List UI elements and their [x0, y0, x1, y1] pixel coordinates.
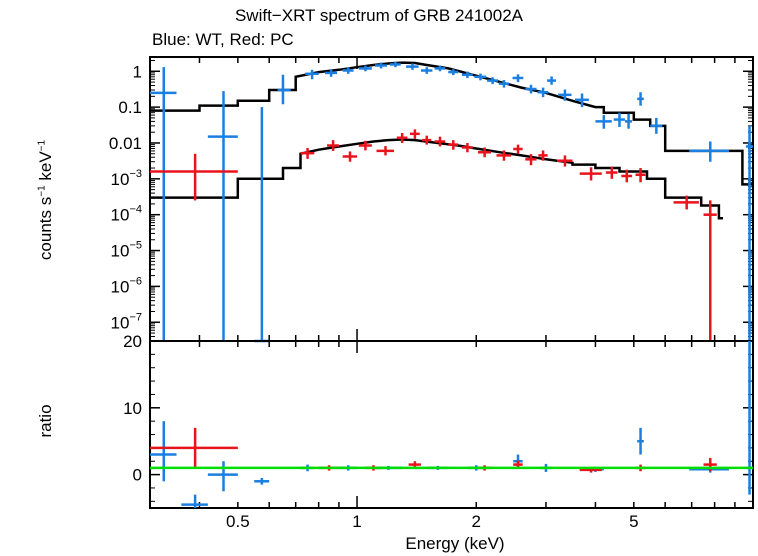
ratio-point-wt	[637, 427, 644, 455]
data-point-pc	[513, 144, 523, 154]
data-point-pc	[342, 151, 358, 162]
data-point-wt	[374, 62, 387, 69]
y-axis-label-upper-main: counts s	[36, 196, 55, 261]
data-point-pc	[703, 200, 717, 341]
data-point-pc	[538, 150, 548, 161]
data-point-wt	[150, 67, 177, 341]
data-point-wt	[305, 69, 319, 80]
data-point-wt	[547, 76, 556, 85]
chart-title: Swift−XRT spectrum of GRB 241002A	[234, 6, 524, 25]
data-point-pc	[525, 154, 537, 166]
data-point-wt	[595, 115, 612, 129]
data-point-pc	[434, 136, 446, 147]
data-point-pc	[579, 167, 602, 181]
data-point-wt	[574, 93, 589, 108]
lower-panel: 0.5 1 2 5 0 10 20	[123, 329, 754, 531]
data-point-pc	[396, 132, 408, 143]
ratio-point-pc	[150, 427, 238, 468]
model-line-wt	[150, 61, 753, 186]
y-tick-label-upper: 0.01	[109, 134, 142, 153]
y-axis-label-upper-mid: keV	[36, 151, 55, 186]
upper-panel: 1 0.1 0.01 10−3 10−4 10−5 10−6 10−7	[109, 56, 754, 343]
y-axis-label-upper-exp2: −1	[36, 139, 48, 152]
y-tick-label-upper: 10−5	[111, 240, 142, 261]
y-axis-label-upper-exp1: −1	[36, 185, 48, 197]
x-tick-label: 0.5	[226, 512, 250, 531]
y-tick-label-upper: 0.1	[118, 98, 142, 117]
chart-subtitle: Blue: WT, Red: PC	[152, 30, 294, 49]
data-point-wt	[406, 63, 419, 70]
ratio-point-wt	[150, 421, 177, 482]
data-point-pc	[477, 147, 492, 158]
data-point-wt	[461, 71, 473, 78]
data-point-pc	[557, 155, 573, 167]
data-point-wt	[324, 69, 337, 77]
ratio-point-wt	[745, 341, 753, 495]
y-tick-label-lower: 10	[123, 399, 142, 418]
data-point-wt	[650, 117, 663, 134]
data-point-wt	[487, 77, 499, 85]
y-tick-label-upper: 1	[133, 62, 142, 81]
x-axis-label: Energy (keV)	[405, 534, 505, 553]
data-point-wt	[558, 89, 572, 101]
data-point-wt	[448, 69, 459, 76]
data-point-wt	[434, 65, 446, 72]
x-tick-label: 2	[472, 512, 481, 531]
data-point-wt	[389, 61, 401, 68]
data-point-wt	[613, 112, 625, 127]
data-point-wt	[420, 67, 433, 74]
y-tick-label-upper: 10−4	[111, 204, 142, 225]
data-point-wt	[624, 113, 633, 129]
data-point-pc	[673, 195, 699, 210]
data-point-wt	[342, 67, 354, 74]
data-point-pc	[409, 129, 420, 139]
y-axis-label-upper: counts s−1 keV−1	[36, 140, 56, 260]
y-tick-label-upper: 10−7	[111, 311, 142, 332]
data-point-wt	[358, 65, 372, 72]
data-point-pc	[376, 146, 395, 156]
data-point-pc	[448, 140, 459, 150]
data-point-pc	[422, 135, 432, 145]
data-point-pc	[461, 142, 473, 153]
data-point-pc	[496, 150, 512, 161]
data-point-pc	[621, 169, 633, 183]
data-point-wt	[498, 80, 510, 88]
y-axis-label-lower: ratio	[36, 404, 55, 438]
data-point-wt	[525, 84, 537, 94]
data-point-wt	[474, 73, 487, 81]
data-point-wt	[512, 74, 524, 83]
data-point-wt	[637, 92, 644, 106]
data-point-wt	[689, 141, 730, 162]
y-tick-label-lower: 20	[123, 332, 142, 351]
y-tick-label-upper: 10−3	[111, 168, 142, 189]
lower-panel-frame	[149, 340, 754, 509]
ratio-point-wt	[254, 477, 270, 485]
model-line-pc	[150, 138, 723, 220]
ratio-point-wt	[207, 461, 238, 492]
y-tick-label-lower: 0	[133, 466, 142, 485]
ratio-point-wt	[181, 494, 208, 508]
data-point-wt	[254, 107, 270, 343]
data-point-pc	[150, 153, 238, 201]
data-point-pc	[327, 140, 339, 151]
x-tick-label: 1	[352, 512, 361, 531]
x-tick-label: 5	[629, 512, 638, 531]
data-point-wt	[745, 125, 753, 341]
data-point-pc	[300, 148, 315, 159]
data-point-pc	[358, 140, 372, 151]
data-point-pc	[635, 168, 646, 183]
data-point-wt	[277, 74, 291, 105]
data-point-wt	[537, 87, 549, 98]
y-tick-label-upper: 10−6	[111, 275, 142, 296]
data-point-wt	[207, 91, 238, 341]
data-point-pc	[605, 166, 618, 179]
